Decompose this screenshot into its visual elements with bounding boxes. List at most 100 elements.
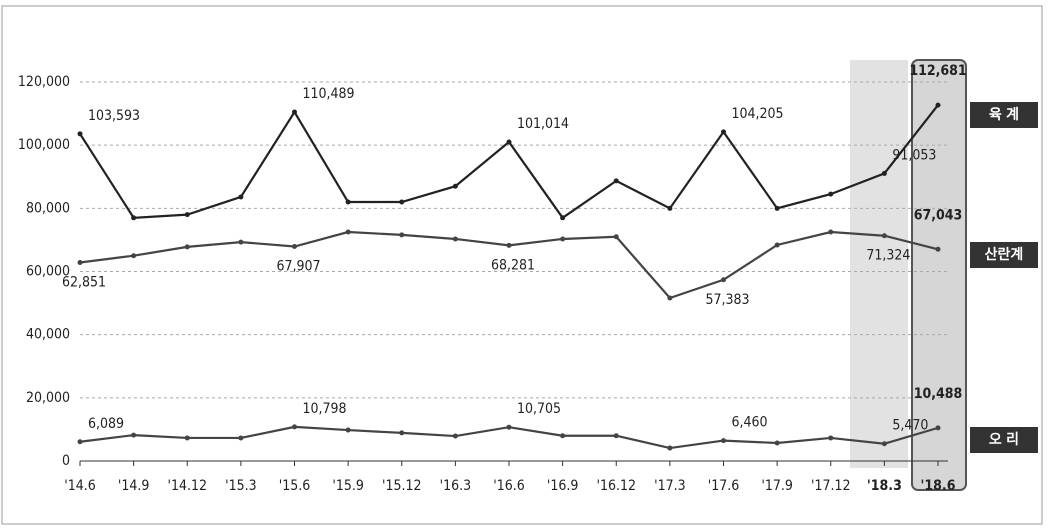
point <box>613 433 619 439</box>
point <box>613 234 619 240</box>
point <box>345 229 351 235</box>
point <box>935 425 941 431</box>
point <box>667 205 673 211</box>
point <box>774 440 780 446</box>
point <box>881 441 887 447</box>
point <box>881 233 887 239</box>
data-label: 91,053 <box>892 147 936 163</box>
data-label: 103,593 <box>88 108 140 124</box>
y-tick-label: 100,000 <box>18 137 70 153</box>
point <box>506 242 512 248</box>
point <box>184 244 190 250</box>
y-tick-label: 20,000 <box>26 390 70 406</box>
point <box>560 215 566 221</box>
data-label: 67,907 <box>277 259 321 275</box>
data-label: 10,705 <box>517 401 561 417</box>
x-tick-label: '15.9 <box>332 478 364 494</box>
point <box>560 236 566 242</box>
data-label: 101,014 <box>517 116 569 132</box>
y-tick-label: 80,000 <box>26 200 70 216</box>
point <box>721 129 726 135</box>
point <box>292 424 297 430</box>
data-label: 10,798 <box>303 401 347 417</box>
point <box>131 432 137 438</box>
point <box>506 424 512 430</box>
data-label: 57,383 <box>706 292 750 308</box>
point <box>77 439 83 445</box>
point <box>77 131 83 137</box>
point <box>506 139 512 145</box>
x-tick-label: '16.6 <box>493 478 525 494</box>
x-tick-label: '18.6 <box>921 478 956 494</box>
point <box>721 277 726 283</box>
data-label: 5,470 <box>892 418 928 434</box>
data-label: 110,489 <box>303 86 355 102</box>
x-tick-label: '14.9 <box>118 478 150 494</box>
point <box>292 244 297 250</box>
data-label: 67,043 <box>914 207 963 223</box>
y-tick-label: 0 <box>62 453 70 469</box>
data-label: 71,324 <box>866 248 910 264</box>
x-tick-label: '17.6 <box>708 478 740 494</box>
point <box>345 427 351 433</box>
point <box>238 239 244 245</box>
point <box>774 205 780 211</box>
point <box>452 183 458 189</box>
legend-label: 산란계 <box>985 246 1024 263</box>
point <box>613 178 619 184</box>
data-label: 68,281 <box>491 257 535 273</box>
point <box>131 253 137 259</box>
point <box>131 215 137 221</box>
legend-box <box>970 242 1038 268</box>
point <box>828 435 834 441</box>
point <box>399 199 405 205</box>
point <box>828 229 834 235</box>
y-tick-label: 120,000 <box>18 74 70 90</box>
data-label: 6,460 <box>732 415 768 431</box>
point <box>292 109 297 115</box>
data-label: 104,205 <box>732 106 784 122</box>
data-label: 62,851 <box>62 274 106 290</box>
x-tick-label: '14.12 <box>167 478 207 494</box>
point <box>345 199 351 205</box>
point <box>935 246 941 252</box>
legend-label: 육 계 <box>989 107 1019 123</box>
point <box>399 232 405 238</box>
x-tick-label: '15.6 <box>279 478 311 494</box>
point <box>184 212 190 218</box>
point <box>935 102 941 108</box>
x-tick-label: '17.12 <box>811 478 851 494</box>
x-tick-label: '17.3 <box>654 478 686 494</box>
legend-box <box>970 102 1038 128</box>
point <box>238 435 244 441</box>
point <box>452 433 458 439</box>
highlight-18-6 <box>911 59 967 491</box>
y-tick-label: 40,000 <box>26 327 70 343</box>
x-tick-label: '16.12 <box>596 478 636 494</box>
x-tick-label: '16.9 <box>547 478 579 494</box>
point <box>399 430 405 436</box>
x-tick-label: '15.12 <box>382 478 422 494</box>
point <box>828 191 834 197</box>
highlight-18-3 <box>850 60 908 468</box>
point <box>452 236 458 242</box>
y-tick-label: 60,000 <box>26 264 70 280</box>
point <box>881 170 887 176</box>
legend-box <box>970 427 1038 453</box>
point <box>667 445 673 451</box>
point <box>184 435 190 441</box>
point <box>721 438 726 444</box>
x-tick-label: '15.3 <box>225 478 257 494</box>
data-label: 112,681 <box>909 63 966 79</box>
legend-label: 오 리 <box>989 432 1019 448</box>
x-tick-label: '14.6 <box>64 478 96 494</box>
data-label: 10,488 <box>914 386 963 402</box>
point <box>774 242 780 248</box>
point <box>667 295 673 301</box>
x-tick-label: '16.3 <box>440 478 472 494</box>
x-tick-label: '18.3 <box>867 478 902 494</box>
point <box>238 194 244 200</box>
data-label: 6,089 <box>88 416 124 432</box>
point <box>560 433 566 439</box>
